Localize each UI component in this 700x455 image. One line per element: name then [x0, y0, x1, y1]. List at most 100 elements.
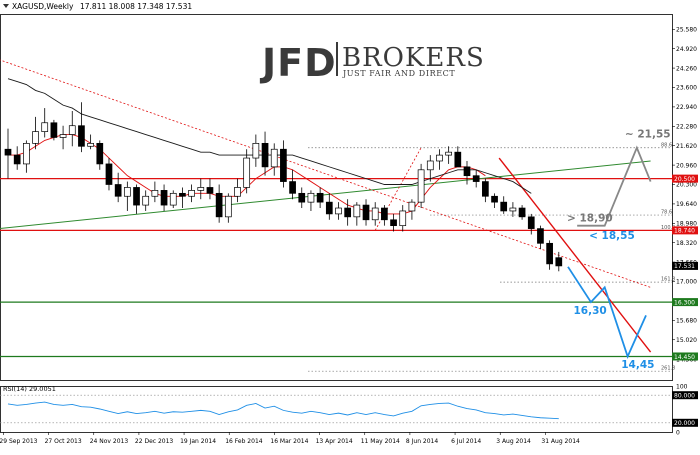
support-trendline	[0, 160, 651, 229]
y-tick-label: 18.320	[676, 240, 697, 247]
level-price-tag	[672, 226, 698, 235]
x-tick-label: 27 Oct 2013	[45, 438, 82, 445]
trendlines	[0, 59, 652, 353]
candles	[4, 102, 563, 272]
candle-body	[87, 142, 94, 147]
candle-body	[298, 192, 306, 203]
main-plot-border	[0, 14, 673, 381]
annotation-label: > 18,90	[567, 212, 613, 224]
candle-body	[13, 154, 21, 165]
y-tick-label: 21.620	[676, 143, 697, 150]
annotations: ~ 21,55 > 18,90 < 18,55 16,30 14,45	[567, 128, 671, 371]
candle-body	[454, 151, 462, 168]
scenario-bull-path	[577, 145, 652, 227]
candle-body	[206, 187, 214, 194]
candle-body	[472, 175, 480, 182]
candle-body	[41, 122, 49, 132]
candle-body	[500, 201, 508, 212]
watermark: JFD BROKERS JUST FAIR AND DIRECT	[259, 41, 485, 85]
level-price-tag	[672, 174, 698, 183]
candle-body	[160, 190, 168, 206]
fib-level-label: 161.8	[661, 277, 675, 283]
rsi-level-label: 100	[676, 383, 688, 390]
candle-body	[371, 207, 379, 221]
candle-body	[123, 187, 131, 197]
candle-body	[114, 184, 122, 197]
candle-body	[344, 207, 352, 218]
candle-body	[399, 210, 407, 227]
x-tick-label: 6 Jul 2014	[451, 438, 481, 445]
watermark-divider	[336, 42, 338, 76]
candle-body	[491, 195, 498, 203]
y-tick-label: 15.680	[676, 318, 697, 325]
y-tick-label: 22.940	[676, 104, 697, 111]
scenario-bear-path	[567, 266, 647, 359]
candle-body	[426, 160, 434, 171]
level-price-label: 16.300	[674, 299, 695, 306]
candle-body	[408, 201, 416, 212]
rsi-panel: 100 80.000 20.000 0	[0, 383, 698, 436]
candle-body	[482, 181, 489, 197]
rsi-plot-border	[0, 386, 673, 433]
dropdown-icon[interactable]	[3, 4, 9, 8]
header-bar	[0, 0, 700, 13]
y-tick-label: 20.300	[676, 182, 697, 189]
candle-body	[325, 201, 333, 215]
x-tick-label: 29 Sep 2013	[0, 438, 38, 445]
candle-body	[445, 151, 452, 156]
moving-average-slow	[7, 78, 532, 194]
candle-body	[353, 204, 361, 218]
x-tick-label: 24 Nov 2013	[90, 438, 129, 445]
resistance-trendline	[498, 157, 652, 353]
x-tick-label: 31 Aug 2014	[541, 438, 580, 445]
annotation-label: 14,45	[621, 359, 654, 371]
rsi-level-tag	[672, 391, 698, 400]
x-tick-label: 11 May 2014	[361, 438, 400, 445]
horizontal-levels: 88.6 78.6 100.0 161.8 261.8	[0, 142, 675, 372]
y-tick-label: 18.980	[676, 221, 697, 228]
candle-body	[32, 131, 39, 144]
x-tick-label: 13 Apr 2014	[316, 438, 353, 445]
watermark-tagline: JUST FAIR AND DIRECT	[342, 69, 455, 78]
candle-body	[234, 187, 241, 197]
y-tick-label: 17.000	[676, 279, 697, 286]
current-price-label: 17.531	[674, 263, 695, 270]
candle-body	[436, 154, 443, 162]
candle-body	[289, 181, 296, 194]
candle-body	[261, 142, 269, 168]
candle-body	[188, 190, 195, 197]
candle-body	[169, 192, 177, 206]
candle-body	[142, 195, 150, 206]
rsi-level-tag	[672, 418, 698, 427]
candle-body	[78, 125, 85, 147]
candle-body	[381, 207, 388, 221]
y-tick-label: 25.580	[676, 26, 697, 33]
y-tick-label: 19.640	[676, 201, 697, 208]
fib-level-label: 78.6	[661, 210, 672, 216]
chart-frame	[0, 0, 700, 433]
scenario-paths	[567, 145, 652, 359]
fib-level-label: 88.6	[661, 142, 672, 148]
x-tick-label: 16 Feb 2014	[225, 438, 263, 445]
candle-body	[215, 192, 223, 218]
chart-header: XAGUSD,Weekly 17.811 18.008 17.348 17.53…	[3, 2, 192, 11]
level-price-label: 18.740	[674, 228, 695, 235]
watermark-name: BROKERS	[342, 43, 485, 73]
annotation-label: 16,30	[573, 305, 606, 317]
rsi-level-label: 0	[676, 429, 680, 436]
rsi-level-label: 20.000	[674, 420, 695, 427]
y-tick-label: 20.960	[676, 162, 697, 169]
candle-body	[133, 187, 140, 206]
y-tick-label: 15.020	[676, 337, 697, 344]
level-price-label: 20.500	[674, 176, 695, 183]
candle-body	[96, 142, 104, 165]
x-tick-label: 22 Dec 2013	[135, 438, 174, 445]
candle-body	[252, 142, 260, 159]
rsi-label: RSI(14) 29.0051	[3, 385, 56, 393]
rsi-level-label: 80.000	[674, 393, 695, 400]
candle-body	[270, 148, 278, 168]
candle-body	[224, 195, 232, 218]
y-tick-label: 23.600	[676, 85, 697, 92]
rsi-line	[7, 401, 559, 420]
